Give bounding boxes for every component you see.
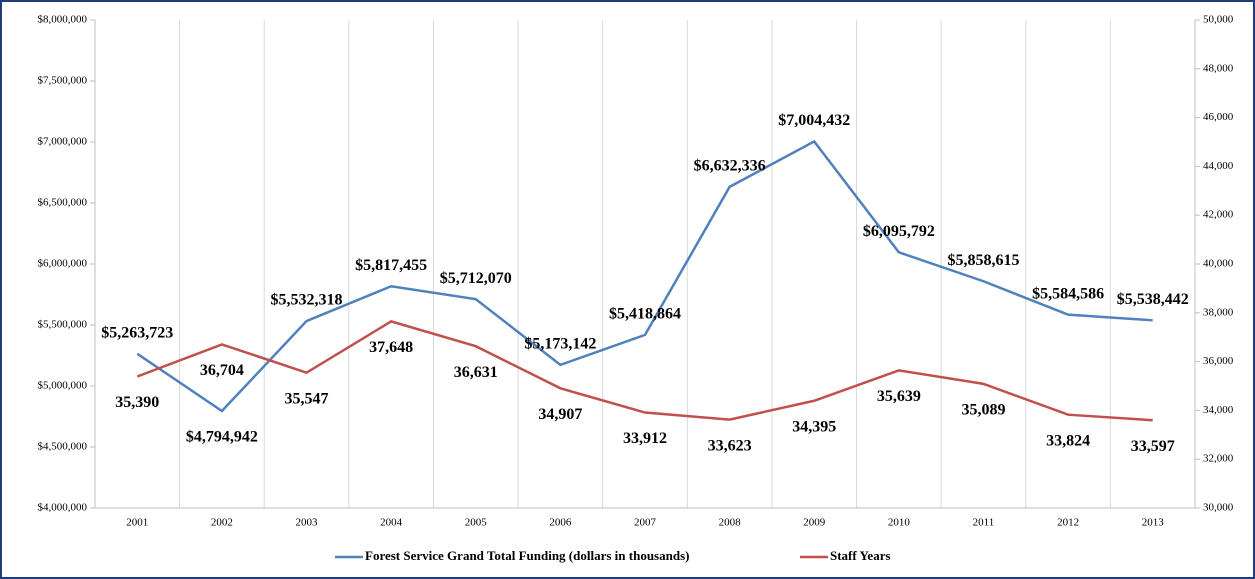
y2-tick-label: 30,000 [1203,502,1234,514]
data-label: $5,538,442 [1117,291,1189,308]
x-tick-label: 2004 [380,517,403,529]
series-line [136,320,1153,422]
y2-tick-label: 34,000 [1203,404,1234,416]
x-tick-label: 2006 [549,517,572,529]
series-line [136,139,1153,413]
data-label: $6,095,792 [863,223,935,240]
x-tick-label: 2012 [1057,517,1079,529]
y-tick-label: $6,500,000 [38,197,88,209]
x-tick-label: 2008 [719,517,742,529]
x-tick-label: 2011 [973,517,995,529]
data-label: 35,547 [285,390,329,407]
y-tick-label: $7,000,000 [38,136,88,148]
data-label: $5,263,723 [101,324,173,341]
y2-tick-label: 48,000 [1203,62,1234,74]
data-label: 37,648 [369,339,413,356]
x-tick-label: 2010 [888,517,911,529]
data-label: 36,631 [454,364,498,381]
x-tick-label: 2005 [465,517,488,529]
data-label: $5,584,586 [1032,285,1104,302]
y2-tick-label: 38,000 [1203,306,1234,318]
x-tick-label: 2002 [211,517,233,529]
y2-tick-label: 46,000 [1203,111,1234,123]
y-tick-label: $4,500,000 [38,441,88,453]
data-label: $5,418,864 [609,306,681,323]
x-tick-label: 2007 [634,517,657,529]
data-label: 35,089 [961,402,1005,419]
y2-tick-label: 40,000 [1203,258,1234,270]
data-label: $5,173,142 [524,336,596,353]
data-label: 33,623 [708,437,752,454]
y-tick-label: $8,000,000 [38,14,88,26]
y2-tick-label: 50,000 [1203,14,1234,26]
data-label: 33,597 [1131,438,1175,455]
y-tick-label: $7,500,000 [38,75,88,87]
data-label: $5,817,455 [355,257,427,274]
data-label: 33,824 [1046,432,1090,449]
legend-label: Staff Years [830,548,891,563]
y2-tick-label: 36,000 [1203,355,1234,367]
data-label: $5,858,615 [947,252,1019,269]
y-tick-label: $5,500,000 [38,319,88,331]
data-label: 35,390 [115,394,159,411]
data-label: 35,639 [877,388,921,405]
data-label: $6,632,336 [694,158,766,175]
data-label: 34,395 [792,418,836,435]
x-tick-label: 2009 [803,517,826,529]
data-label: 33,912 [623,430,667,447]
data-label: 36,704 [200,362,244,379]
y2-tick-label: 32,000 [1203,453,1234,465]
y2-tick-label: 44,000 [1203,160,1234,172]
data-label: $4,794,942 [186,429,258,446]
data-label: 34,907 [538,406,582,423]
y-tick-label: $6,000,000 [38,258,88,270]
y2-tick-label: 42,000 [1203,209,1234,221]
data-label: $5,712,070 [440,270,512,287]
data-label: $5,532,318 [271,292,343,309]
legend-label: Forest Service Grand Total Funding (doll… [365,548,689,563]
x-tick-label: 2013 [1142,517,1165,529]
y-tick-label: $5,000,000 [38,380,88,392]
x-tick-label: 2003 [296,517,319,529]
y-tick-label: $4,000,000 [38,502,88,514]
data-label: $7,004,432 [778,112,850,129]
x-tick-label: 2001 [126,517,148,529]
